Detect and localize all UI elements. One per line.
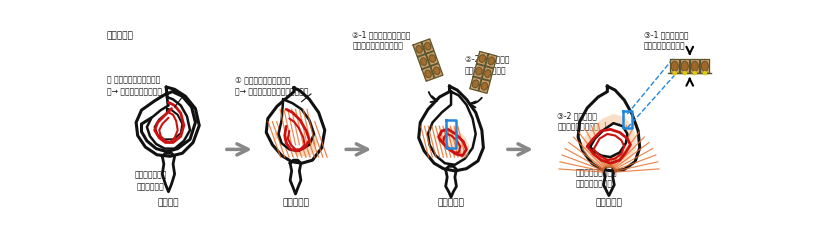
Polygon shape xyxy=(422,67,433,81)
Polygon shape xyxy=(426,51,438,66)
Polygon shape xyxy=(487,57,494,65)
Polygon shape xyxy=(481,82,487,90)
Polygon shape xyxy=(419,86,483,171)
Text: カップ状の丸い形の
眼杯組織ができる: カップ状の丸い形の 眼杯組織ができる xyxy=(575,168,617,189)
Polygon shape xyxy=(435,126,469,159)
Polygon shape xyxy=(424,43,431,50)
Circle shape xyxy=(692,72,695,75)
Polygon shape xyxy=(476,52,487,66)
Polygon shape xyxy=(430,64,442,78)
Polygon shape xyxy=(577,86,639,171)
Text: ４８時間後: ４８時間後 xyxy=(595,199,622,208)
Polygon shape xyxy=(421,39,433,53)
Polygon shape xyxy=(445,166,456,197)
Text: 最初の形: 最初の形 xyxy=(157,199,179,208)
Polygon shape xyxy=(690,61,697,71)
Text: ③-1 境界の細胞が
厚み方向に収縮する: ③-1 境界の細胞が 厚み方向に収縮する xyxy=(643,30,687,51)
Polygon shape xyxy=(681,61,687,71)
Polygon shape xyxy=(485,54,496,68)
Polygon shape xyxy=(274,122,317,157)
Text: ②-1 網膜組織が自発的に
　曲がり内側へ入り込む: ②-1 網膜組織が自発的に 曲がり内側へ入り込む xyxy=(352,30,410,51)
Text: ③-2 網膜組織が
さらに押し込まれる: ③-2 網膜組織が さらに押し込まれる xyxy=(557,111,598,132)
Polygon shape xyxy=(417,55,429,69)
Text: （断面図）: （断面図） xyxy=(106,32,133,41)
Polygon shape xyxy=(147,97,190,149)
Polygon shape xyxy=(671,61,677,71)
Polygon shape xyxy=(679,59,689,73)
Polygon shape xyxy=(475,67,482,75)
Text: ２４時間後: ２４時間後 xyxy=(437,199,464,208)
Polygon shape xyxy=(424,70,431,78)
Polygon shape xyxy=(482,67,493,81)
Polygon shape xyxy=(484,70,491,77)
Polygon shape xyxy=(473,64,484,78)
Polygon shape xyxy=(603,166,613,196)
Circle shape xyxy=(682,72,686,75)
Polygon shape xyxy=(415,46,422,53)
Polygon shape xyxy=(469,77,481,91)
Polygon shape xyxy=(266,88,324,163)
Polygon shape xyxy=(472,80,478,88)
Polygon shape xyxy=(700,61,708,71)
Polygon shape xyxy=(478,55,485,62)
Polygon shape xyxy=(136,87,199,156)
Polygon shape xyxy=(690,59,699,73)
Polygon shape xyxy=(428,55,435,62)
Text: １２時間後: １２時間後 xyxy=(282,199,309,208)
Polygon shape xyxy=(669,59,678,73)
Circle shape xyxy=(672,72,676,75)
Polygon shape xyxy=(433,67,440,75)
Text: 脳から突き出た
半球状の組織: 脳から突き出た 半球状の組織 xyxy=(134,170,167,191)
Polygon shape xyxy=(581,114,636,168)
Polygon shape xyxy=(420,58,426,65)
Text: ②-2 境界の組織が
無理やり曲げられる: ②-2 境界の組織が 無理やり曲げられる xyxy=(464,55,509,76)
Polygon shape xyxy=(278,99,314,151)
Polygon shape xyxy=(428,92,475,165)
Polygon shape xyxy=(290,160,301,194)
Text: ① 先端が網膜組織に分化
　→ ミオシンによる収縮力が減る: ① 先端が網膜組織に分化 → ミオシンによる収縮力が減る xyxy=(235,76,309,96)
Polygon shape xyxy=(162,153,174,192)
Polygon shape xyxy=(699,59,708,73)
Polygon shape xyxy=(413,42,425,57)
Polygon shape xyxy=(588,123,627,157)
Polygon shape xyxy=(155,109,182,139)
Polygon shape xyxy=(478,79,490,93)
Circle shape xyxy=(703,72,705,75)
Text: ⓪ 内側にミオシンが集積
　→ 収縮力が働いている: ⓪ 内側にミオシンが集積 → 収縮力が働いている xyxy=(106,76,161,96)
